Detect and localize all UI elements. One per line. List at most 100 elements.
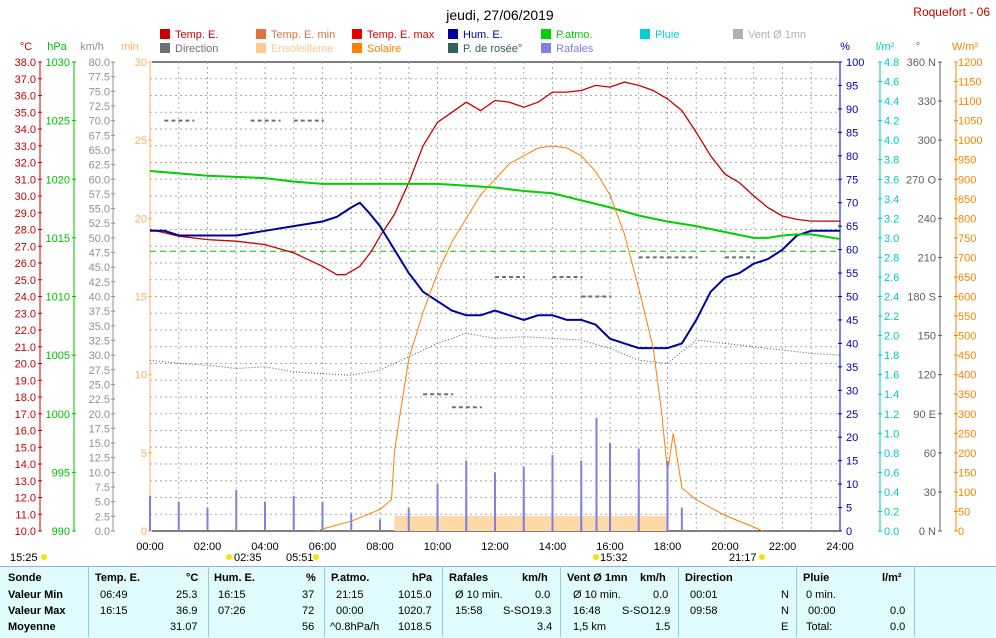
axis-tick-label-solar: 350: [958, 389, 976, 401]
axis-tick-label-wind: 70.0: [89, 116, 110, 128]
min-temp-value: 25.3: [176, 589, 198, 601]
col-header-gust: Rafales: [449, 572, 489, 584]
axis-tick-label-temp: 29.0: [15, 208, 36, 220]
wind-bar: [494, 472, 496, 531]
max-gust-dir: S-SO: [503, 605, 530, 617]
wind-bar: [465, 460, 468, 531]
axis-tick-label-humidity: 25: [846, 409, 858, 421]
axis-tick-label-rain: 3.8: [884, 155, 899, 167]
table-divider: [208, 566, 209, 637]
avg-dir-value: E: [781, 621, 789, 633]
table-divider: [914, 566, 915, 637]
axis-tick-label-humidity: 65: [846, 221, 858, 233]
axis-tick-label-temp: 11.0: [15, 509, 36, 521]
col-header-hum: Hum. E.: [214, 572, 255, 584]
axis-tick-label-temp: 15.0: [15, 442, 36, 454]
axis-tick-label-sun-inner: 10: [135, 370, 147, 382]
wind-bar: [149, 495, 151, 531]
axis-tick-label-direction: 210: [918, 252, 936, 264]
axis-tick-label-solar: 700: [958, 252, 976, 264]
axis-tick-label-wind: 22.5: [89, 394, 110, 406]
x-tick-label: 02:00: [194, 541, 222, 553]
legend-label: Hum. E.: [463, 29, 503, 41]
axis-tick-label-rain: 1.2: [884, 409, 899, 421]
axis-tick-label-wind: 40.0: [89, 292, 110, 304]
avg-wind-value: 1.5: [655, 621, 671, 633]
axis-tick-label-temp: 31.0: [15, 174, 36, 186]
table-divider: [442, 566, 443, 637]
axis-tick-label-temp: 20.0: [15, 359, 36, 371]
max-rain-time: 00:00: [808, 605, 836, 617]
max-dir-value: N: [781, 605, 789, 617]
axis-tick-label-rain: 0.4: [884, 487, 899, 499]
legend-swatch: [352, 43, 362, 53]
axis-unit-rain: l/m²: [876, 41, 895, 53]
wind-bar: [321, 501, 324, 531]
summary-table: [0, 566, 996, 638]
min-gust-label: Ø 10 min.: [455, 589, 503, 601]
axis-tick-label-rain: 3.0: [884, 233, 899, 245]
axis-tick-label-sun-inner: 0: [141, 526, 147, 538]
max-temp-value: 36.9: [176, 605, 198, 617]
sun-marker-icon: [41, 554, 47, 560]
legend-swatch: [733, 29, 743, 39]
axis-tick-label-wind: 65.0: [89, 145, 110, 157]
min-press-value: 1015.0: [398, 589, 432, 601]
axis-tick-label-pressure: 1030: [46, 57, 70, 69]
wind-bar: [522, 466, 525, 531]
axis-tick-label-temp: 34.0: [15, 124, 36, 136]
axis-unit-temp: °C: [20, 41, 32, 53]
axis-tick-label-direction: 30: [924, 487, 936, 499]
table-divider: [678, 566, 679, 637]
axis-tick-label-wind: 67.5: [89, 130, 110, 142]
axis-tick-label-wind: 77.5: [89, 72, 110, 84]
axis-tick-label-solar: 500: [958, 331, 976, 343]
max-dir-time: 09:58: [690, 605, 718, 617]
legend: Temp. E. Temp. E. min Temp. E. max Hum. E. P…: [160, 29, 806, 55]
axis-tick-label-rain: 2.6: [884, 272, 899, 284]
col-header-temp-unit: °C: [186, 572, 199, 584]
series-temp-e-: [149, 81, 840, 276]
legend-label: Vent Ø 1mn: [748, 29, 806, 41]
axis-tick-label-rain: 0.2: [884, 506, 899, 518]
axis-tick-label-wind: 45.0: [89, 262, 110, 274]
wind-bar: [177, 501, 180, 531]
axis-tick-label-rain: 3.6: [884, 174, 899, 186]
axis-tick-label-rain: 1.4: [884, 389, 899, 401]
axis-unit-solar: W/m²: [952, 41, 979, 53]
axis-tick-label-rain: 0.8: [884, 448, 899, 460]
axis-tick-label-rain: 0.6: [884, 467, 899, 479]
legend-label: P. de rosée°: [463, 43, 522, 55]
plot-area: [149, 81, 841, 532]
wind-bar: [206, 507, 209, 531]
series-hum-e-: [150, 201, 840, 350]
wind-max-time-label: 15:32: [600, 552, 628, 564]
min-hum-time: 16:15: [218, 589, 246, 601]
axis-tick-label-temp: 32.0: [15, 158, 36, 170]
axis-tick-label-humidity: 5: [846, 503, 852, 515]
legend-label: Temp. E. max: [367, 29, 435, 41]
legend-swatch: [256, 29, 266, 39]
axis-tick-label-sun-inner: 20: [135, 213, 147, 225]
axis-tick-label-sun-inner: 15: [135, 292, 147, 304]
axis-tick-label-wind: 52.5: [89, 218, 110, 230]
axis-tick-label-solar: 1050: [958, 116, 982, 128]
sunset-label: 21:17: [729, 552, 757, 564]
axis-tick-label-rain: 1.8: [884, 350, 899, 362]
axis-tick-label-wind: 32.5: [89, 335, 110, 347]
min-wind-label: Ø 10 min.: [573, 589, 621, 601]
axis-tick-label-wind: 7.5: [95, 482, 110, 494]
axis-tick-label-direction: 180 S: [907, 292, 936, 304]
table-divider: [796, 566, 797, 637]
axis-tick-label-pressure: 1010: [46, 292, 70, 304]
axis-tick-label-wind: 47.5: [89, 248, 110, 260]
axis-tick-label-wind: 60.0: [89, 174, 110, 186]
axis-tick-label-solar: 750: [958, 233, 976, 245]
axis-tick-label-temp: 19.0: [15, 375, 36, 387]
wind-bar: [264, 501, 266, 531]
legend-swatch: [256, 43, 266, 53]
axis-tick-label-temp: 37.0: [15, 74, 36, 86]
axis-tick-label-pressure: 990: [52, 526, 70, 538]
x-tick-label: 22:00: [769, 541, 797, 553]
axis-tick-label-pressure: 995: [52, 467, 70, 479]
